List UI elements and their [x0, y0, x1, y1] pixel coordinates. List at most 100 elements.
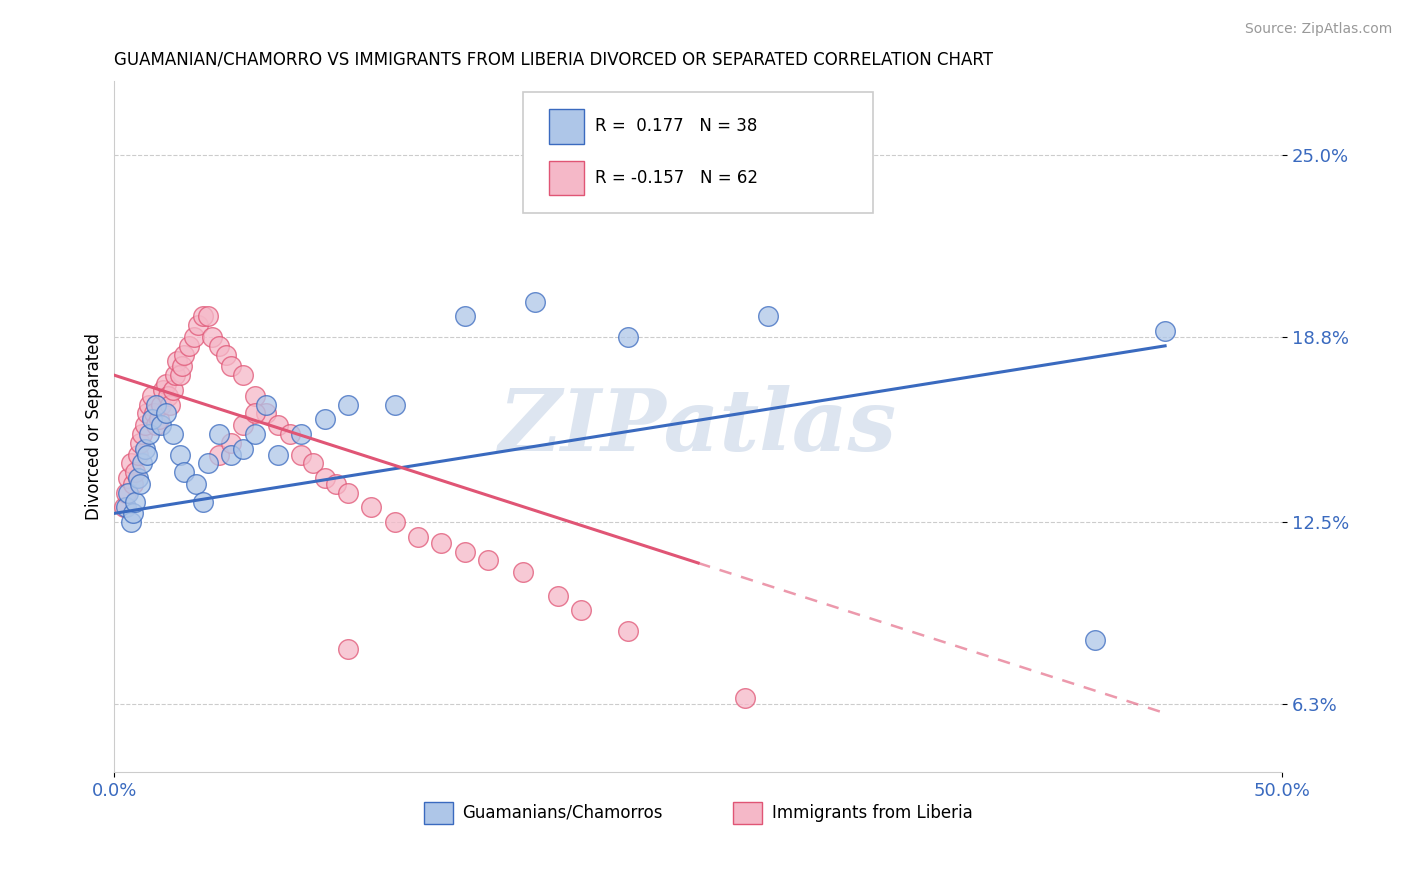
Point [267, 418, 290, 433]
Point [148, 412, 170, 426]
Point [219, 435, 242, 450]
Text: Immigrants from Liberia: Immigrants from Liberia [772, 804, 973, 822]
Point [122, 477, 145, 491]
Point [134, 418, 156, 433]
Point [232, 368, 254, 383]
Point [1084, 632, 1107, 647]
Point [191, 494, 214, 508]
Point [453, 310, 475, 324]
Point [384, 398, 406, 412]
Bar [733, 802, 762, 824]
Text: ZIPatlas: ZIPatlas [499, 385, 897, 468]
Point [127, 448, 149, 462]
Point [166, 353, 188, 368]
Point [302, 456, 325, 470]
Text: R = -0.157   N = 62: R = -0.157 N = 62 [595, 169, 758, 186]
Point [136, 448, 159, 462]
Point [162, 427, 184, 442]
Point [122, 507, 145, 521]
Point [512, 565, 534, 579]
Point [208, 427, 231, 442]
FancyBboxPatch shape [523, 92, 873, 212]
Point [756, 310, 779, 324]
Point [267, 448, 290, 462]
Point [124, 494, 146, 508]
Point [145, 418, 167, 433]
Point [172, 359, 194, 374]
Text: Source: ZipAtlas.com: Source: ZipAtlas.com [1244, 22, 1392, 37]
Point [254, 398, 277, 412]
Point [219, 359, 242, 374]
Point [477, 553, 499, 567]
Point [112, 500, 135, 515]
Point [138, 427, 160, 442]
Point [155, 377, 177, 392]
Point [215, 348, 238, 362]
Point [127, 471, 149, 485]
Point [336, 398, 359, 412]
Y-axis label: Divorced or Separated: Divorced or Separated [86, 333, 103, 520]
Point [115, 500, 138, 515]
Point [169, 448, 191, 462]
Point [547, 589, 569, 603]
Point [384, 515, 406, 529]
Point [290, 427, 312, 442]
Point [219, 448, 242, 462]
Point [208, 448, 231, 462]
Point [120, 515, 142, 529]
Point [184, 477, 207, 491]
Point [254, 406, 277, 420]
Point [136, 406, 159, 420]
Point [179, 339, 201, 353]
Point [243, 406, 266, 420]
Point [162, 383, 184, 397]
Point [131, 456, 153, 470]
Point [191, 310, 214, 324]
Point [157, 389, 180, 403]
Point [453, 544, 475, 558]
Point [129, 477, 152, 491]
Point [150, 418, 173, 433]
Point [155, 406, 177, 420]
Point [734, 691, 756, 706]
Point [617, 624, 640, 638]
Bar [548, 110, 583, 144]
Point [201, 330, 224, 344]
Point [197, 310, 219, 324]
Point [183, 330, 205, 344]
Point [115, 485, 138, 500]
Point [406, 530, 429, 544]
Point [165, 368, 187, 383]
Text: R =  0.177   N = 38: R = 0.177 N = 38 [595, 118, 758, 136]
Point [138, 398, 160, 412]
Bar [423, 802, 453, 824]
Bar [548, 161, 583, 195]
Point [120, 456, 142, 470]
Point [134, 442, 156, 456]
Point [571, 603, 593, 617]
Point [278, 427, 301, 442]
Point [336, 641, 359, 656]
Point [243, 427, 266, 442]
Point [117, 485, 139, 500]
Point [314, 412, 336, 426]
Point [197, 456, 219, 470]
Point [325, 477, 347, 491]
Point [314, 471, 336, 485]
Point [243, 389, 266, 403]
Point [232, 418, 254, 433]
Point [336, 485, 359, 500]
Point [129, 435, 152, 450]
Point [152, 383, 174, 397]
Point [1154, 324, 1177, 338]
Point [124, 465, 146, 479]
Point [232, 442, 254, 456]
Text: Guamanians/Chamorros: Guamanians/Chamorros [463, 804, 662, 822]
Point [360, 500, 382, 515]
Point [145, 398, 167, 412]
Point [290, 448, 312, 462]
Text: GUAMANIAN/CHAMORRO VS IMMIGRANTS FROM LIBERIA DIVORCED OR SEPARATED CORRELATION : GUAMANIAN/CHAMORRO VS IMMIGRANTS FROM LI… [114, 51, 994, 69]
Point [430, 535, 453, 549]
Point [208, 339, 231, 353]
Point [141, 412, 163, 426]
